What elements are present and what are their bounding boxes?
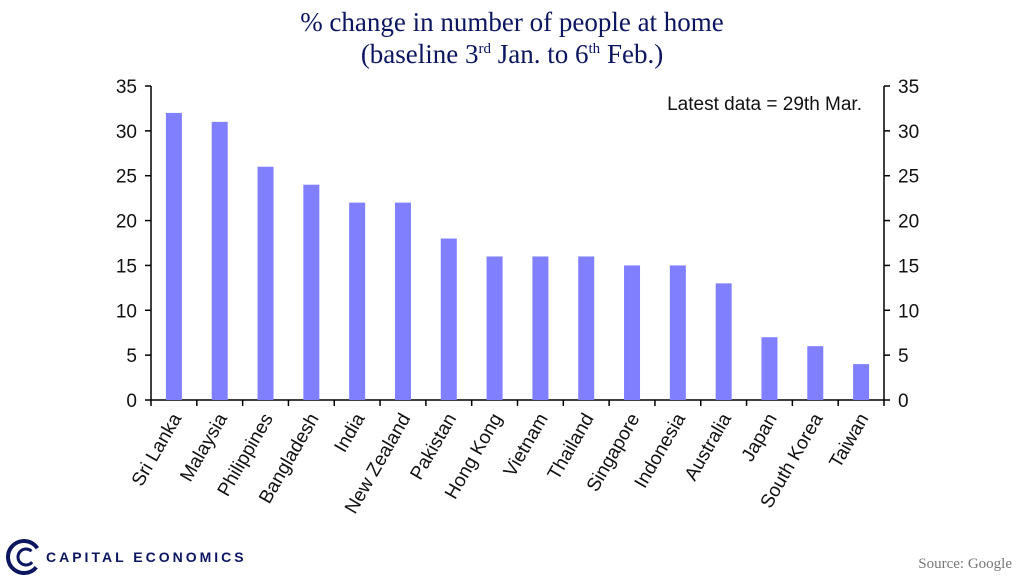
y-tick-label-right: 15 xyxy=(898,256,919,277)
title-line-2: (baseline 3rd Jan. to 6th Feb.) xyxy=(0,38,1024,70)
y-tick-label-right: 25 xyxy=(898,167,919,188)
title-superscript-th: th xyxy=(588,41,601,57)
title-line-1: % change in number of people at home xyxy=(300,7,724,37)
bar-india xyxy=(349,202,366,400)
category-label: Japan xyxy=(738,410,782,465)
y-tick-label-left: 25 xyxy=(116,167,137,188)
y-tick-label-left: 30 xyxy=(116,122,137,143)
bar-australia xyxy=(715,283,732,400)
bar-malaysia xyxy=(211,121,228,400)
bar-philippines xyxy=(257,166,274,400)
bar-singapore xyxy=(624,265,641,400)
y-tick-label-left: 15 xyxy=(116,256,137,277)
bar-taiwan xyxy=(853,364,870,400)
category-label: India xyxy=(331,410,370,457)
bar-vietnam xyxy=(532,256,549,400)
y-tick-label-left: 5 xyxy=(126,346,137,367)
latest-data-annotation: Latest data = 29th Mar. xyxy=(667,94,862,115)
capital-economics-logo: CAPITAL ECONOMICS xyxy=(6,537,247,577)
chart-title: % change in number of people at home (ba… xyxy=(0,6,1024,70)
y-tick-label-right: 30 xyxy=(898,122,919,143)
chart-bars xyxy=(165,112,870,401)
bar-sri-lanka xyxy=(165,112,182,401)
title-line-2-part-b: Jan. to 6 xyxy=(491,39,589,69)
y-tick-label-left: 10 xyxy=(116,301,137,322)
y-tick-label-right: 10 xyxy=(898,301,919,322)
capital-economics-logo-icon xyxy=(6,539,42,575)
bar-japan xyxy=(761,337,778,400)
title-line-2-part-a: (baseline 3 xyxy=(360,39,479,69)
bar-thailand xyxy=(578,256,595,400)
y-tick-label-left: 20 xyxy=(116,212,137,233)
title-line-2-part-c: Feb.) xyxy=(600,39,664,69)
logo-text: CAPITAL ECONOMICS xyxy=(46,549,247,565)
chart-ticks: 0 0 5 5 10 10 15 15 20 20 25 25 30 30 35 35 xyxy=(116,77,919,412)
category-label: Sri Lanka xyxy=(128,410,187,490)
y-tick-label-left: 35 xyxy=(116,77,137,98)
y-tick-label-right: 5 xyxy=(898,346,909,367)
category-label: Taiwan xyxy=(826,410,874,472)
bar-south-korea xyxy=(807,346,824,400)
title-superscript-rd: rd xyxy=(478,41,492,57)
y-tick-label-right: 20 xyxy=(898,212,919,233)
bar-hong-kong xyxy=(486,256,503,400)
y-tick-label-right: 0 xyxy=(898,391,909,412)
bar-bangladesh xyxy=(303,184,320,400)
source-note: Source: Google xyxy=(918,556,1012,572)
bar-pakistan xyxy=(440,238,457,400)
bar-indonesia xyxy=(669,265,686,400)
bar-new-zealand xyxy=(394,202,411,400)
y-tick-label-right: 35 xyxy=(898,77,919,98)
y-tick-label-left: 0 xyxy=(126,391,137,412)
